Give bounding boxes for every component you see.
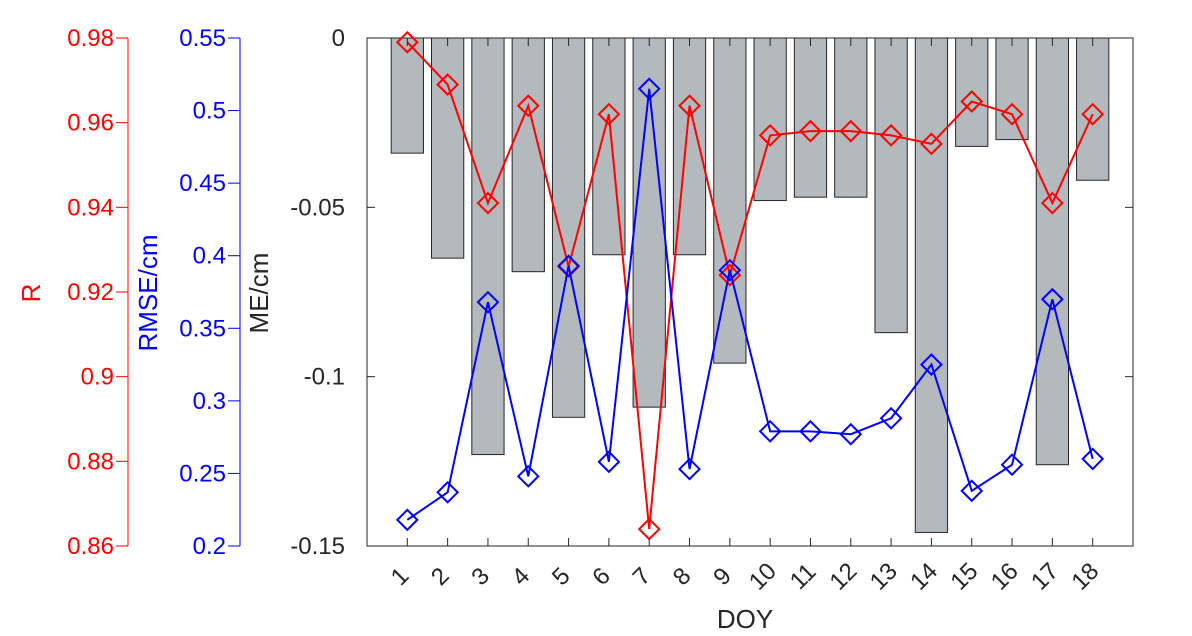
rmse-marker bbox=[960, 479, 984, 503]
x-tick-label: 1 bbox=[386, 562, 415, 591]
r-line bbox=[406, 41, 1094, 530]
rmse-tick-label: 0.4 bbox=[193, 243, 226, 270]
rmse-marker bbox=[637, 77, 661, 101]
x-tick-label: 16 bbox=[986, 558, 1024, 596]
rmse-tick-label: 0.3 bbox=[193, 388, 226, 415]
me-bar bbox=[713, 37, 747, 364]
x-tick-label: 9 bbox=[708, 562, 737, 591]
r-tick-label: 0.92 bbox=[67, 279, 114, 306]
rmse-marker bbox=[839, 422, 863, 446]
x-tick-label: 8 bbox=[668, 562, 697, 591]
me-bar bbox=[793, 37, 828, 198]
x-tick-label: 5 bbox=[547, 562, 576, 591]
r-marker bbox=[960, 90, 984, 113]
x-tick-label: 10 bbox=[744, 558, 782, 596]
r-marker bbox=[436, 73, 460, 96]
me-tick-label: -0.1 bbox=[304, 364, 345, 391]
x-tick-label: 3 bbox=[466, 562, 495, 591]
me-bar bbox=[995, 37, 1029, 141]
rmse-marker bbox=[1040, 287, 1064, 311]
rmse-marker bbox=[476, 290, 500, 314]
rmse-marker bbox=[1000, 453, 1024, 477]
rmse-marker bbox=[1081, 447, 1105, 471]
lines-group bbox=[395, 30, 1105, 541]
rmse-marker bbox=[395, 508, 419, 532]
r-tick-label: 0.88 bbox=[67, 448, 114, 475]
me-bar bbox=[471, 37, 505, 456]
rmse-axis-title: RMSE/cm bbox=[133, 235, 163, 352]
x-tick-label: 15 bbox=[945, 558, 983, 596]
me-bar bbox=[914, 37, 949, 533]
me-bar bbox=[1076, 37, 1110, 181]
r-marker bbox=[758, 123, 782, 147]
rmse-marker bbox=[436, 480, 460, 504]
x-tick-label: 4 bbox=[507, 562, 536, 591]
r-marker bbox=[1040, 191, 1064, 215]
r-tick-label: 0.94 bbox=[67, 194, 114, 221]
rmse-marker bbox=[557, 254, 580, 278]
r-marker bbox=[395, 30, 419, 54]
rmse-marker bbox=[879, 406, 903, 430]
r-marker bbox=[476, 191, 500, 215]
me-axis-title: ME/cm bbox=[244, 253, 274, 334]
r-marker bbox=[879, 123, 903, 147]
rmse-tick-label: 0.55 bbox=[179, 25, 226, 52]
r-tick-label: 0.86 bbox=[67, 533, 114, 560]
x-tick-label: 12 bbox=[824, 558, 862, 596]
r-marker bbox=[1081, 102, 1105, 126]
r-marker bbox=[718, 263, 742, 287]
r-marker bbox=[799, 119, 822, 143]
me-bar bbox=[874, 37, 908, 334]
r-tick-label: 0.9 bbox=[81, 364, 114, 391]
r-tick-label: 0.98 bbox=[67, 25, 114, 52]
me-tick-label: 0 bbox=[332, 25, 345, 52]
x-tick-label: 18 bbox=[1066, 558, 1104, 596]
rmse-line bbox=[406, 88, 1094, 521]
r-marker bbox=[1000, 102, 1024, 126]
x-tick-label: 6 bbox=[587, 562, 616, 591]
rmse-marker bbox=[799, 419, 822, 443]
rmse-marker bbox=[516, 464, 540, 488]
rmse-marker bbox=[678, 457, 701, 481]
me-bar bbox=[1035, 37, 1069, 466]
r-tick-label: 0.96 bbox=[67, 110, 114, 137]
plot-frame bbox=[366, 37, 1134, 547]
rmse-marker bbox=[920, 353, 943, 376]
rmse-tick-label: 0.2 bbox=[193, 533, 226, 560]
rmse-marker bbox=[758, 419, 782, 443]
r-axis-title: R bbox=[16, 284, 46, 303]
x-tick-label: 14 bbox=[905, 558, 943, 596]
bars-group bbox=[390, 37, 1110, 533]
x-tick-label: 17 bbox=[1026, 558, 1064, 596]
r-marker bbox=[839, 119, 863, 143]
r-marker bbox=[516, 94, 540, 118]
x-tick-label: 13 bbox=[865, 558, 903, 596]
rmse-marker bbox=[597, 450, 621, 474]
me-bar bbox=[834, 37, 868, 198]
rmse-marker bbox=[718, 258, 742, 282]
rmse-tick-label: 0.45 bbox=[179, 170, 226, 197]
me-bar bbox=[511, 37, 545, 273]
me-tick-label: -0.15 bbox=[290, 533, 345, 560]
x-tick-label: 7 bbox=[628, 562, 657, 591]
r-marker bbox=[678, 94, 701, 118]
rmse-tick-label: 0.5 bbox=[193, 98, 226, 125]
rmse-tick-label: 0.35 bbox=[179, 315, 226, 342]
r-marker bbox=[597, 102, 621, 126]
rmse-tick-label: 0.25 bbox=[179, 460, 226, 487]
x-axis-title: DOY bbox=[717, 604, 773, 634]
r-marker bbox=[920, 132, 943, 156]
x-tick-label: 2 bbox=[426, 562, 455, 591]
me-bar bbox=[390, 37, 424, 154]
me-tick-label: -0.05 bbox=[290, 194, 345, 221]
x-tick-label: 11 bbox=[785, 558, 822, 595]
me-bar bbox=[431, 37, 465, 259]
